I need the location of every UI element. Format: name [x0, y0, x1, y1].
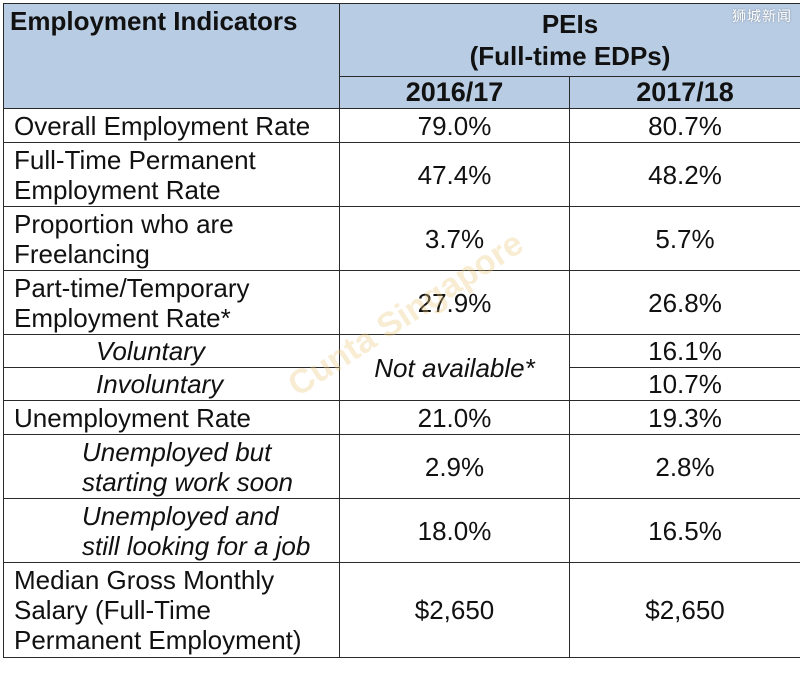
row-label: Proportion who are Freelancing — [3, 206, 340, 271]
table-row: Proportion who are Freelancing 3.7% 5.7% — [3, 206, 800, 271]
value-2016-17: 18.0% — [339, 498, 570, 563]
row-label: Unemployed and still looking for a job — [3, 498, 340, 563]
value-2017-18: 48.2% — [568, 142, 800, 207]
table-row: Part-time/Temporary Employment Rate* 27.… — [3, 270, 800, 335]
value-2017-18: 80.7% — [568, 108, 800, 143]
row-label-line: Employment Rate — [14, 174, 221, 205]
value-2017-18: 19.3% — [568, 400, 800, 435]
value-2017-18: 10.7% — [568, 367, 800, 401]
row-label-line: starting work soon — [82, 466, 293, 497]
row-label: Median Gross Monthly Salary (Full-Time P… — [3, 562, 340, 658]
employment-indicators-table: Employment Indicators PEIs (Full-time ED… — [3, 3, 800, 658]
row-label: Part-time/Temporary Employment Rate* — [3, 270, 340, 335]
row-label-line: Proportion who are — [14, 208, 234, 239]
row-label: Voluntary — [3, 334, 340, 368]
row-label: Overall Employment Rate — [3, 108, 340, 143]
row-label-line: Permanent Employment) — [14, 625, 302, 655]
not-available-cell: Not available* — [339, 334, 570, 401]
peis-subtitle: (Full-time EDPs) — [469, 41, 671, 71]
row-label-line: Unemployed but — [82, 436, 272, 467]
year-header-row: 2016/17 2017/18 — [4, 76, 800, 109]
row-label-line: Full-Time Permanent — [14, 144, 256, 175]
year-2016-17-header: 2016/17 — [339, 76, 570, 109]
value-2017-18: 2.8% — [568, 434, 800, 499]
indicators-header: Employment Indicators — [3, 3, 340, 109]
row-label-line: Freelancing — [14, 238, 150, 269]
row-label-line: Unemployed and — [82, 500, 279, 531]
table-row: Overall Employment Rate 79.0% 80.7% — [3, 108, 800, 143]
value-2017-18: 5.7% — [568, 206, 800, 271]
value-2016-17: $2,650 — [339, 562, 570, 658]
header-row: Employment Indicators PEIs (Full-time ED… — [3, 3, 800, 109]
value-2017-18: 26.8% — [568, 270, 800, 335]
table-row: Full-Time Permanent Employment Rate 47.4… — [3, 142, 800, 207]
value-2016-17: 47.4% — [339, 142, 570, 207]
value-2016-17: 3.7% — [339, 206, 570, 271]
row-label: Unemployed but starting work soon — [3, 434, 340, 499]
value-2016-17: 21.0% — [339, 400, 570, 435]
value-2016-17: 27.9% — [339, 270, 570, 335]
year-2017-18-header: 2017/18 — [568, 76, 800, 109]
value-2017-18: $2,650 — [568, 562, 800, 658]
row-label: Involuntary — [3, 367, 340, 401]
table-row: Median Gross Monthly Salary (Full-Time P… — [3, 562, 800, 658]
value-2017-18: 16.5% — [568, 498, 800, 563]
peis-title: PEIs — [541, 9, 599, 39]
row-label: Full-Time Permanent Employment Rate — [3, 142, 340, 207]
peis-header: PEIs (Full-time EDPs) — [338, 3, 800, 77]
row-label-line: Part-time/Temporary — [14, 272, 250, 303]
value-2016-17: 79.0% — [339, 108, 570, 143]
table-row: Unemployment Rate 21.0% 19.3% — [3, 400, 800, 435]
table-row: Voluntary Not available* 16.1% — [3, 334, 800, 401]
row-label-line: Employment Rate* — [14, 302, 231, 333]
row-label-line: Salary (Full-Time — [14, 595, 211, 625]
table-row: Unemployed but starting work soon 2.9% 2… — [3, 434, 800, 499]
table-row: Unemployed and still looking for a job 1… — [3, 498, 800, 563]
corner-watermark: 狮城新闻 — [732, 8, 792, 24]
value-2016-17: 2.9% — [339, 434, 570, 499]
row-label: Unemployment Rate — [3, 400, 340, 435]
row-label-line: still looking for a job — [82, 530, 311, 561]
row-label-line: Median Gross Monthly — [14, 565, 275, 595]
value-2017-18: 16.1% — [568, 334, 800, 368]
